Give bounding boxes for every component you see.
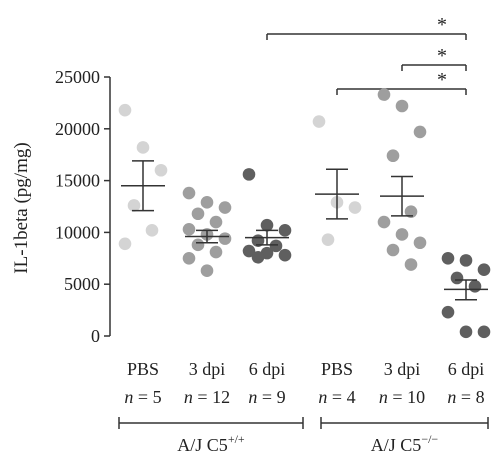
data-point <box>127 199 141 212</box>
significance-brackets: *** <box>266 14 467 95</box>
data-point <box>154 163 168 177</box>
x-sample-size-label: n = 8 <box>447 387 484 407</box>
y-tick-label: 10000 <box>55 222 100 242</box>
group-label: A/J C5+/+ <box>177 432 245 455</box>
n-symbol: n <box>184 387 193 407</box>
y-tick-label: 0 <box>91 326 100 346</box>
data-point <box>413 125 427 139</box>
data-point <box>377 215 391 229</box>
n-value: = 12 <box>193 387 230 407</box>
x-sample-size-label: n = 12 <box>184 387 230 407</box>
y-tick-label: 5000 <box>64 274 100 294</box>
axes: 0 5000 10000 15000 20000 25000 IL-1beta (pg/mg… <box>11 67 111 346</box>
x-category-label: PBS <box>321 359 353 379</box>
significance-star: * <box>437 45 447 67</box>
data-point <box>441 251 455 265</box>
significance-star: * <box>437 69 447 91</box>
data-point <box>209 215 223 229</box>
data-point <box>200 264 214 278</box>
significance-star: * <box>437 14 447 36</box>
data-point <box>404 205 418 218</box>
x-sample-size-label: n = 4 <box>318 387 355 407</box>
n-value: = 5 <box>133 387 161 407</box>
data-point <box>395 228 409 241</box>
x-category-label: 3 dpi <box>189 359 226 379</box>
x-axis-labels: PBS n = 5 3 dpi n = 12 6 dpi n = 9 PBS n = 4 3 d… <box>124 359 484 407</box>
n-value: = 10 <box>388 387 425 407</box>
x-sample-size-label: n = 5 <box>124 387 161 407</box>
data-point <box>182 186 196 200</box>
n-symbol: n <box>447 387 456 407</box>
data-points <box>118 88 491 339</box>
data-point <box>459 325 473 339</box>
group-label: A/J C5−/− <box>371 432 439 455</box>
group-label-text: A/J C5 <box>371 435 422 455</box>
data-point <box>242 168 256 181</box>
data-point <box>209 245 223 259</box>
x-category-label: PBS <box>127 359 159 379</box>
data-point <box>182 222 196 236</box>
x-sample-size-label: n = 10 <box>379 387 425 407</box>
group-label-superscript: +/+ <box>228 432 245 446</box>
data-point <box>182 251 196 265</box>
y-axis-title: IL-1beta (pg/mg) <box>11 142 32 273</box>
data-point <box>218 201 232 214</box>
data-point <box>441 305 455 319</box>
data-point <box>386 243 400 257</box>
n-value: = 9 <box>257 387 285 407</box>
group-label-superscript: −/− <box>421 432 438 446</box>
data-point <box>377 88 391 101</box>
data-point <box>312 115 326 128</box>
data-point <box>450 271 464 285</box>
n-value: = 4 <box>327 387 355 407</box>
data-point <box>404 258 418 271</box>
data-point <box>260 218 274 232</box>
data-point <box>278 224 292 237</box>
data-point <box>477 325 491 339</box>
data-point <box>136 141 150 154</box>
data-point <box>395 99 409 113</box>
n-symbol: n <box>124 387 133 407</box>
x-category-label: 3 dpi <box>384 359 421 379</box>
n-symbol: n <box>318 387 327 407</box>
y-tick-label: 20000 <box>55 119 100 139</box>
data-point <box>468 279 482 293</box>
group-label-text: A/J C5 <box>177 435 228 455</box>
data-point <box>242 244 256 258</box>
data-point <box>200 196 214 209</box>
data-point <box>321 233 335 246</box>
y-tick-label: 25000 <box>55 67 100 87</box>
data-point <box>413 236 427 250</box>
data-point <box>145 224 159 237</box>
data-point <box>191 207 205 221</box>
y-tick-label: 15000 <box>55 171 100 191</box>
data-point <box>191 238 205 252</box>
mean-sem-bars <box>121 160 488 301</box>
data-point <box>218 232 232 245</box>
group-labels: A/J C5+/+ A/J C5−/− <box>118 417 489 455</box>
data-point <box>269 239 283 253</box>
n-symbol: n <box>248 387 257 407</box>
n-symbol: n <box>379 387 388 407</box>
data-point <box>118 103 132 117</box>
data-point <box>477 263 491 276</box>
x-category-label: 6 dpi <box>249 359 286 379</box>
data-point <box>278 248 292 262</box>
data-point <box>251 250 265 264</box>
data-point <box>348 201 362 214</box>
x-sample-size-label: n = 9 <box>248 387 285 407</box>
n-value: = 8 <box>456 387 484 407</box>
data-point <box>118 237 132 251</box>
data-point <box>459 254 473 267</box>
x-category-label: 6 dpi <box>448 359 485 379</box>
data-point <box>386 149 400 163</box>
